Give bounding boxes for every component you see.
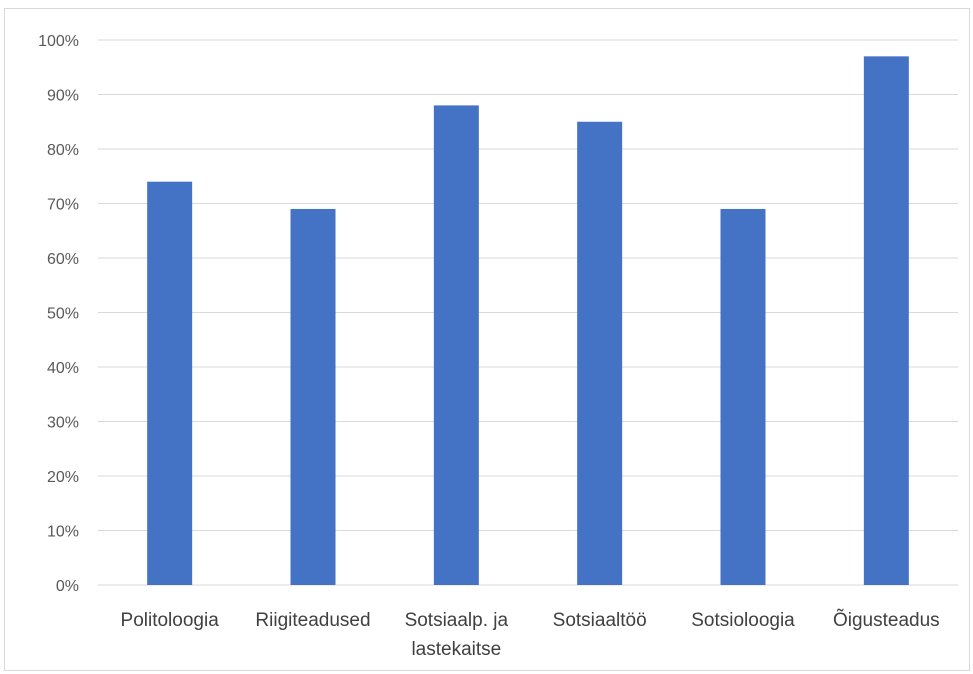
x-category-label-line: Sotsioloogia [691, 610, 795, 631]
y-tick-label: 100% [38, 33, 79, 50]
x-category-label: Õigusteadus [833, 609, 940, 631]
x-category-label-line: Sotsiaalp. ja [405, 610, 509, 631]
y-tick-label: 0% [56, 578, 79, 595]
x-category-label-line: Politoloogia [121, 610, 220, 631]
y-tick-label: 30% [47, 415, 79, 432]
x-axis-labels: Politoloogia Riigiteadused Sotsiaalp. ja la… [121, 609, 940, 660]
x-category-label-line: Sotsiaaltöö [553, 610, 647, 631]
x-category-label: Politoloogia [121, 610, 220, 631]
x-category-label-line: lastekaitse [411, 639, 501, 660]
y-tick-label: 40% [47, 360, 79, 377]
y-tick-label: 90% [47, 88, 79, 105]
bar [720, 208, 766, 585]
gridlines [98, 39, 958, 586]
x-category-label: Sotsiaaltöö [553, 610, 647, 631]
y-tick-label: 60% [47, 251, 79, 268]
y-axis-ticks: 0% 10% 20% 30% 40% 50% 60% 70% 80% 90% 100% [38, 33, 79, 595]
x-category-label-line: Õigusteadus [833, 609, 940, 631]
x-category-label: Riigiteadused [255, 610, 370, 631]
x-category-label: Sotsiaalp. ja lastekaitse [405, 610, 509, 660]
x-category-label: Sotsioloogia [691, 610, 795, 631]
y-tick-label: 10% [47, 524, 79, 541]
bar [577, 121, 623, 585]
bar [147, 181, 193, 585]
y-tick-label: 80% [47, 142, 79, 159]
bar [433, 105, 479, 586]
y-tick-label: 70% [47, 197, 79, 214]
x-category-label-line: Riigiteadused [255, 610, 370, 631]
y-tick-label: 50% [47, 306, 79, 323]
bars [147, 56, 909, 586]
bar [863, 56, 909, 586]
y-tick-label: 20% [47, 469, 79, 486]
bar [290, 208, 336, 585]
